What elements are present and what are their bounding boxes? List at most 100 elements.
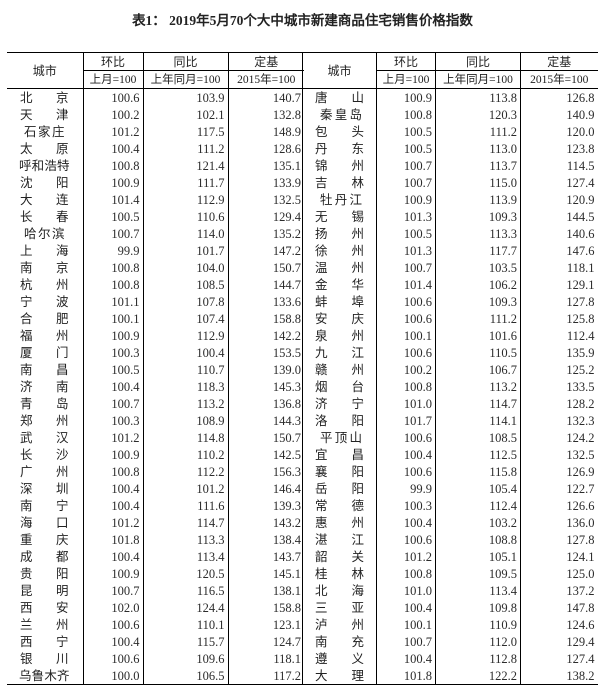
base-index-cell: 132.3 xyxy=(520,412,598,429)
table-row: 温州 100.7 103.5 118.1 xyxy=(302,259,598,276)
column-subheader-base: 2015年=100 xyxy=(227,70,304,89)
yoy-index-cell: 105.1 xyxy=(435,548,521,565)
yoy-index-cell: 113.3 xyxy=(142,531,228,548)
city-cell: 成都 xyxy=(20,548,69,564)
base-index-cell: 128.6 xyxy=(227,140,304,157)
city-cell: 武汉 xyxy=(20,429,69,445)
base-index-cell: 129.4 xyxy=(227,208,304,225)
city-cell: 徐州 xyxy=(302,242,377,259)
mom-index-cell: 100.8 xyxy=(376,565,436,582)
yoy-index-cell: 111.2 xyxy=(142,140,228,157)
mom-index-cell: 100.4 xyxy=(376,599,436,616)
mom-index-cell: 101.2 xyxy=(82,514,143,531)
base-index-cell: 138.4 xyxy=(227,531,304,548)
table-row: 海口 101.2 114.7 143.2 xyxy=(7,514,304,531)
city-cell: 西宁 xyxy=(20,633,69,649)
city-cell: 九江 xyxy=(302,344,377,361)
yoy-index-cell: 101.2 xyxy=(142,480,228,497)
mom-index-cell: 100.5 xyxy=(376,123,436,140)
yoy-index-cell: 110.9 xyxy=(435,616,521,633)
city-cell: 合肥 xyxy=(20,310,69,326)
table-row: 赣州 100.2 106.7 125.2 xyxy=(302,361,598,378)
base-index-cell: 127.4 xyxy=(520,174,598,191)
mom-index-cell: 100.4 xyxy=(82,140,143,157)
table-row: 襄阳 100.6 115.8 126.9 xyxy=(302,463,598,480)
column-header-mom: 环比 xyxy=(376,52,436,71)
mom-index-cell: 100.8 xyxy=(82,276,143,293)
base-index-cell: 138.2 xyxy=(520,667,598,685)
base-index-cell: 132.5 xyxy=(520,446,598,463)
yoy-index-cell: 102.1 xyxy=(142,106,228,123)
yoy-index-cell: 112.0 xyxy=(435,633,521,650)
city-cell: 岳阳 xyxy=(302,480,377,497)
mom-index-cell: 100.4 xyxy=(376,650,436,667)
base-index-cell: 140.7 xyxy=(227,88,304,106)
table-row: 金华 101.4 106.2 129.1 xyxy=(302,276,598,293)
base-index-cell: 142.2 xyxy=(227,327,304,344)
mom-index-cell: 100.7 xyxy=(376,633,436,650)
base-index-cell: 118.1 xyxy=(227,650,304,667)
column-subheader-mom: 上月=100 xyxy=(376,70,436,89)
mom-index-cell: 100.1 xyxy=(82,310,143,327)
table-row: 郑州 100.3 108.9 144.3 xyxy=(7,412,304,429)
mom-index-cell: 100.3 xyxy=(376,497,436,514)
base-index-cell: 158.8 xyxy=(227,599,304,616)
mom-index-cell: 100.0 xyxy=(82,667,143,685)
mom-index-cell: 100.6 xyxy=(376,310,436,327)
yoy-index-cell: 115.8 xyxy=(435,463,521,480)
base-index-cell: 118.1 xyxy=(520,259,598,276)
yoy-index-cell: 110.6 xyxy=(142,208,228,225)
yoy-index-cell: 112.2 xyxy=(142,463,228,480)
price-index-table-right: 城市 环比 同比 定基 上月=100 上年同月=100 2015年=100 唐山… xyxy=(302,52,598,685)
base-index-cell: 147.8 xyxy=(520,599,598,616)
base-index-cell: 133.6 xyxy=(227,293,304,310)
mom-index-cell: 100.4 xyxy=(82,497,143,514)
yoy-index-cell: 107.8 xyxy=(142,293,228,310)
city-cell: 锦州 xyxy=(302,157,377,174)
city-cell: 秦皇岛 xyxy=(302,106,377,123)
column-header-yoy: 同比 xyxy=(142,52,228,71)
base-index-cell: 150.7 xyxy=(227,259,304,276)
table-row: 吉林 100.7 115.0 127.4 xyxy=(302,174,598,191)
city-cell: 济南 xyxy=(20,378,69,394)
city-cell: 太原 xyxy=(20,140,69,156)
table-row: 武汉 101.2 114.8 150.7 xyxy=(7,429,304,446)
table-row: 烟台 100.8 113.2 133.5 xyxy=(302,378,598,395)
city-cell: 牡丹江 xyxy=(302,191,377,208)
yoy-index-cell: 120.5 xyxy=(142,565,228,582)
yoy-index-cell: 121.4 xyxy=(142,157,228,174)
yoy-index-cell: 109.3 xyxy=(435,208,521,225)
base-index-cell: 124.1 xyxy=(520,548,598,565)
city-cell: 厦门 xyxy=(20,344,69,360)
city-cell: 长春 xyxy=(20,208,69,224)
base-index-cell: 148.9 xyxy=(227,123,304,140)
table-row: 合肥 100.1 107.4 158.8 xyxy=(7,310,304,327)
table-row: 沈阳 100.9 111.7 133.9 xyxy=(7,174,304,191)
mom-index-cell: 100.9 xyxy=(376,191,436,208)
city-cell: 深圳 xyxy=(20,480,69,496)
city-cell: 安庆 xyxy=(302,310,377,327)
mom-index-cell: 101.4 xyxy=(376,276,436,293)
table-row: 北海 101.0 113.4 137.2 xyxy=(302,582,598,599)
city-cell: 惠州 xyxy=(302,514,377,531)
table-row: 惠州 100.4 103.2 136.0 xyxy=(302,514,598,531)
mom-index-cell: 100.6 xyxy=(82,616,143,633)
table-row: 福州 100.9 112.9 142.2 xyxy=(7,327,304,344)
table-row: 南京 100.8 104.0 150.7 xyxy=(7,259,304,276)
yoy-index-cell: 111.2 xyxy=(435,123,521,140)
column-subheader-mom: 上月=100 xyxy=(82,70,143,89)
city-cell: 唐山 xyxy=(302,88,377,106)
mom-index-cell: 101.7 xyxy=(376,412,436,429)
city-cell: 泸州 xyxy=(302,616,377,633)
mom-index-cell: 101.1 xyxy=(82,293,143,310)
city-cell: 重庆 xyxy=(20,531,69,547)
column-subheader-yoy: 上年同月=100 xyxy=(435,70,521,89)
table-row: 兰州 100.6 110.1 123.1 xyxy=(7,616,304,633)
mom-index-cell: 100.5 xyxy=(82,208,143,225)
table-row: 杭州 100.8 108.5 144.7 xyxy=(7,276,304,293)
yoy-index-cell: 115.7 xyxy=(142,633,228,650)
mom-index-cell: 100.9 xyxy=(82,446,143,463)
base-index-cell: 147.6 xyxy=(520,242,598,259)
base-index-cell: 133.5 xyxy=(520,378,598,395)
table-row: 泉州 100.1 101.6 112.4 xyxy=(302,327,598,344)
